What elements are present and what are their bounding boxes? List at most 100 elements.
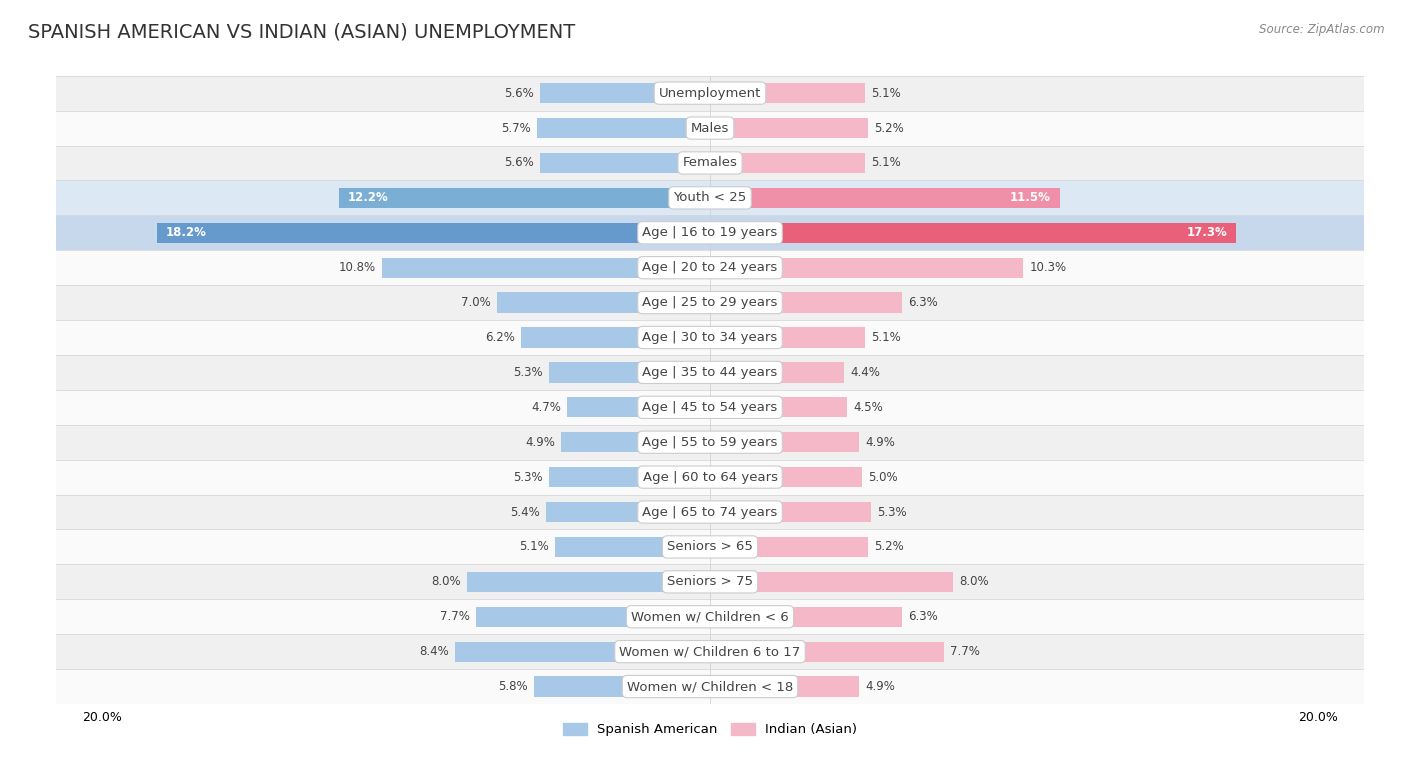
- Text: SPANISH AMERICAN VS INDIAN (ASIAN) UNEMPLOYMENT: SPANISH AMERICAN VS INDIAN (ASIAN) UNEMP…: [28, 23, 575, 42]
- Text: 7.0%: 7.0%: [461, 296, 491, 309]
- Bar: [546, 502, 710, 522]
- Bar: [534, 677, 710, 696]
- Bar: [537, 118, 710, 139]
- Text: Females: Females: [682, 157, 738, 170]
- Bar: [56, 565, 1364, 600]
- Text: 6.3%: 6.3%: [908, 610, 938, 623]
- Bar: [548, 363, 710, 382]
- Text: 18.2%: 18.2%: [166, 226, 207, 239]
- Text: 4.7%: 4.7%: [531, 400, 561, 414]
- Bar: [561, 432, 710, 453]
- Text: 5.4%: 5.4%: [510, 506, 540, 519]
- Bar: [522, 327, 710, 347]
- Text: Women w/ Children < 18: Women w/ Children < 18: [627, 680, 793, 693]
- Text: Age | 65 to 74 years: Age | 65 to 74 years: [643, 506, 778, 519]
- Text: Women w/ Children 6 to 17: Women w/ Children 6 to 17: [620, 645, 800, 658]
- Text: 11.5%: 11.5%: [1010, 192, 1050, 204]
- Bar: [710, 223, 1236, 243]
- Text: 5.7%: 5.7%: [501, 122, 530, 135]
- Text: Women w/ Children < 6: Women w/ Children < 6: [631, 610, 789, 623]
- Bar: [710, 292, 901, 313]
- Bar: [381, 257, 710, 278]
- Bar: [540, 153, 710, 173]
- Bar: [56, 111, 1364, 145]
- Text: Age | 16 to 19 years: Age | 16 to 19 years: [643, 226, 778, 239]
- Bar: [710, 118, 868, 139]
- Bar: [710, 188, 1060, 208]
- Bar: [56, 459, 1364, 494]
- Text: 5.8%: 5.8%: [498, 680, 527, 693]
- Text: 4.4%: 4.4%: [849, 366, 880, 379]
- Bar: [467, 572, 710, 592]
- Text: Age | 60 to 64 years: Age | 60 to 64 years: [643, 471, 778, 484]
- Bar: [498, 292, 710, 313]
- Bar: [548, 467, 710, 488]
- Text: 5.6%: 5.6%: [503, 86, 534, 100]
- Bar: [710, 257, 1024, 278]
- Text: 4.9%: 4.9%: [865, 436, 896, 449]
- Bar: [555, 537, 710, 557]
- Bar: [339, 188, 710, 208]
- Bar: [56, 145, 1364, 180]
- Text: 5.1%: 5.1%: [872, 157, 901, 170]
- Bar: [710, 83, 865, 103]
- Text: 10.8%: 10.8%: [339, 261, 375, 274]
- Bar: [56, 425, 1364, 459]
- Bar: [56, 251, 1364, 285]
- Text: 5.0%: 5.0%: [868, 471, 898, 484]
- Text: Age | 45 to 54 years: Age | 45 to 54 years: [643, 400, 778, 414]
- Bar: [710, 572, 953, 592]
- Text: Source: ZipAtlas.com: Source: ZipAtlas.com: [1260, 23, 1385, 36]
- Text: 5.6%: 5.6%: [503, 157, 534, 170]
- Bar: [156, 223, 710, 243]
- Text: 7.7%: 7.7%: [440, 610, 470, 623]
- Text: Age | 20 to 24 years: Age | 20 to 24 years: [643, 261, 778, 274]
- Bar: [710, 537, 868, 557]
- Bar: [710, 327, 865, 347]
- Bar: [56, 669, 1364, 704]
- Bar: [710, 397, 846, 417]
- Text: 5.3%: 5.3%: [877, 506, 907, 519]
- Bar: [56, 76, 1364, 111]
- Text: 4.9%: 4.9%: [524, 436, 555, 449]
- Text: Males: Males: [690, 122, 730, 135]
- Bar: [454, 641, 710, 662]
- Text: 5.2%: 5.2%: [875, 122, 904, 135]
- Text: Age | 55 to 59 years: Age | 55 to 59 years: [643, 436, 778, 449]
- Text: Youth < 25: Youth < 25: [673, 192, 747, 204]
- Bar: [540, 83, 710, 103]
- Text: 4.5%: 4.5%: [853, 400, 883, 414]
- Bar: [56, 285, 1364, 320]
- Bar: [56, 215, 1364, 251]
- Bar: [56, 390, 1364, 425]
- Legend: Spanish American, Indian (Asian): Spanish American, Indian (Asian): [558, 718, 862, 741]
- Text: 6.3%: 6.3%: [908, 296, 938, 309]
- Text: 12.2%: 12.2%: [349, 192, 389, 204]
- Text: Age | 35 to 44 years: Age | 35 to 44 years: [643, 366, 778, 379]
- Text: Age | 25 to 29 years: Age | 25 to 29 years: [643, 296, 778, 309]
- Text: 5.3%: 5.3%: [513, 366, 543, 379]
- Bar: [56, 320, 1364, 355]
- Bar: [710, 153, 865, 173]
- Text: Unemployment: Unemployment: [659, 86, 761, 100]
- Text: 5.1%: 5.1%: [872, 86, 901, 100]
- Text: 10.3%: 10.3%: [1029, 261, 1066, 274]
- Bar: [567, 397, 710, 417]
- Text: Age | 30 to 34 years: Age | 30 to 34 years: [643, 331, 778, 344]
- Bar: [56, 529, 1364, 565]
- Text: 6.2%: 6.2%: [485, 331, 516, 344]
- Bar: [56, 494, 1364, 529]
- Bar: [710, 606, 901, 627]
- Bar: [710, 677, 859, 696]
- Bar: [475, 606, 710, 627]
- Text: Seniors > 75: Seniors > 75: [666, 575, 754, 588]
- Text: 8.0%: 8.0%: [959, 575, 988, 588]
- Text: 8.0%: 8.0%: [432, 575, 461, 588]
- Bar: [56, 180, 1364, 215]
- Bar: [710, 363, 844, 382]
- Bar: [710, 467, 862, 488]
- Bar: [56, 600, 1364, 634]
- Text: 5.2%: 5.2%: [875, 540, 904, 553]
- Text: 4.9%: 4.9%: [865, 680, 896, 693]
- Text: 5.3%: 5.3%: [513, 471, 543, 484]
